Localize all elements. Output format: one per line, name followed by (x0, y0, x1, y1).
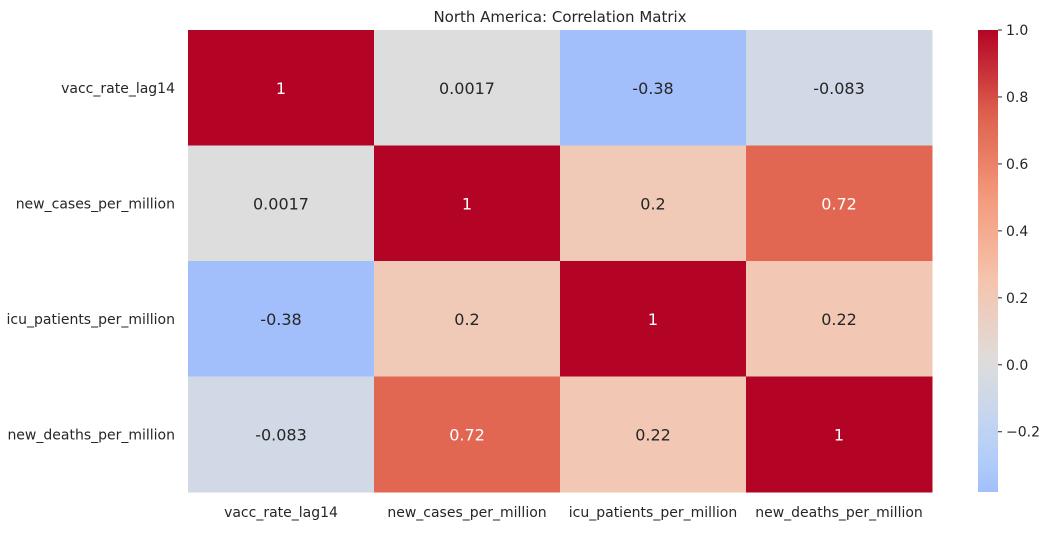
cell-annotation-r2-c1: 0.2 (454, 310, 479, 329)
colorbar-tick-label: 0.4 (1006, 224, 1028, 240)
heatmap-cell-r1-c2 (560, 145, 747, 262)
colorbar-tick-label: 0.6 (1006, 157, 1028, 173)
heatmap-cell-r1-c1 (374, 145, 561, 262)
cell-annotation-r3-c0: -0.083 (255, 425, 307, 444)
heatmap-cell-r3-c1 (374, 376, 561, 493)
heatmap-cell-r0-c3 (746, 30, 933, 146)
row-label: new_cases_per_million (16, 196, 175, 212)
row-label: new_deaths_per_million (7, 427, 175, 443)
heatmap-cell-r0-c1 (374, 30, 561, 146)
cell-annotation-r2-c2: 1 (648, 310, 658, 329)
column-labels: vacc_rate_lag14 new_cases_per_million icu_… (224, 505, 923, 521)
cell-annotation-r0-c1: 0.0017 (439, 79, 495, 98)
heatmap-cell-r0-c0 (188, 30, 375, 146)
colorbar-gradient (978, 30, 998, 492)
cell-annotation-r3-c1: 0.72 (449, 425, 485, 444)
colorbar-tick-label: −0.2 (1006, 425, 1040, 441)
cell-annotation-r2-c0: -0.38 (260, 310, 301, 329)
heatmap-cell-r2-c2 (560, 261, 747, 377)
heatmap-cell-r3-c3 (746, 376, 933, 493)
cell-annotation-r1-c2: 0.2 (640, 194, 665, 213)
cell-annotation-r0-c3: -0.083 (813, 79, 865, 98)
chart-title: North America: Correlation Matrix (433, 8, 686, 26)
colorbar-tick-label: 0.8 (1006, 90, 1028, 106)
heatmap-cell-r2-c1 (374, 261, 561, 377)
colorbar-tick-label: 0.2 (1006, 291, 1028, 307)
heatmap-cell-r2-c3 (746, 261, 933, 377)
cell-annotation-r2-c3: 0.22 (821, 310, 857, 329)
cell-annotation-r3-c3: 1 (834, 425, 844, 444)
cell-annotation-r0-c0: 1 (276, 79, 286, 98)
heatmap-cell-r3-c2 (560, 376, 747, 493)
column-label: icu_patients_per_million (569, 505, 737, 521)
row-label: vacc_rate_lag14 (61, 81, 175, 97)
row-labels: vacc_rate_lag14 new_cases_per_million icu_… (7, 81, 176, 444)
heatmap-cell-r1-c0 (188, 145, 375, 262)
row-label: icu_patients_per_million (7, 312, 175, 328)
heatmap-cells: 1 0.0017 -0.38 -0.083 0.0017 1 0.2 0.72 -0.38 0.2… (188, 30, 933, 493)
column-label: new_deaths_per_million (755, 505, 923, 521)
heatmap-cell-r1-c3 (746, 145, 933, 262)
cell-annotation-r1-c0: 0.0017 (253, 194, 309, 213)
heatmap-cell-r2-c0 (188, 261, 375, 377)
cell-annotation-r1-c3: 0.72 (821, 194, 857, 213)
colorbar: −0.2 0.0 0.2 0.4 0.6 0.8 1.0 (978, 23, 1040, 492)
colorbar-tick-label: 1.0 (1006, 23, 1028, 39)
heatmap-cell-r3-c0 (188, 376, 375, 493)
colorbar-tick-label: 0.0 (1006, 358, 1028, 374)
cell-annotation-r3-c2: 0.22 (635, 425, 671, 444)
column-label: new_cases_per_million (387, 505, 546, 521)
heatmap-cell-r0-c2 (560, 30, 747, 146)
cell-annotation-r0-c2: -0.38 (632, 79, 673, 98)
cell-annotation-r1-c1: 1 (462, 194, 472, 213)
column-label: vacc_rate_lag14 (224, 505, 338, 521)
